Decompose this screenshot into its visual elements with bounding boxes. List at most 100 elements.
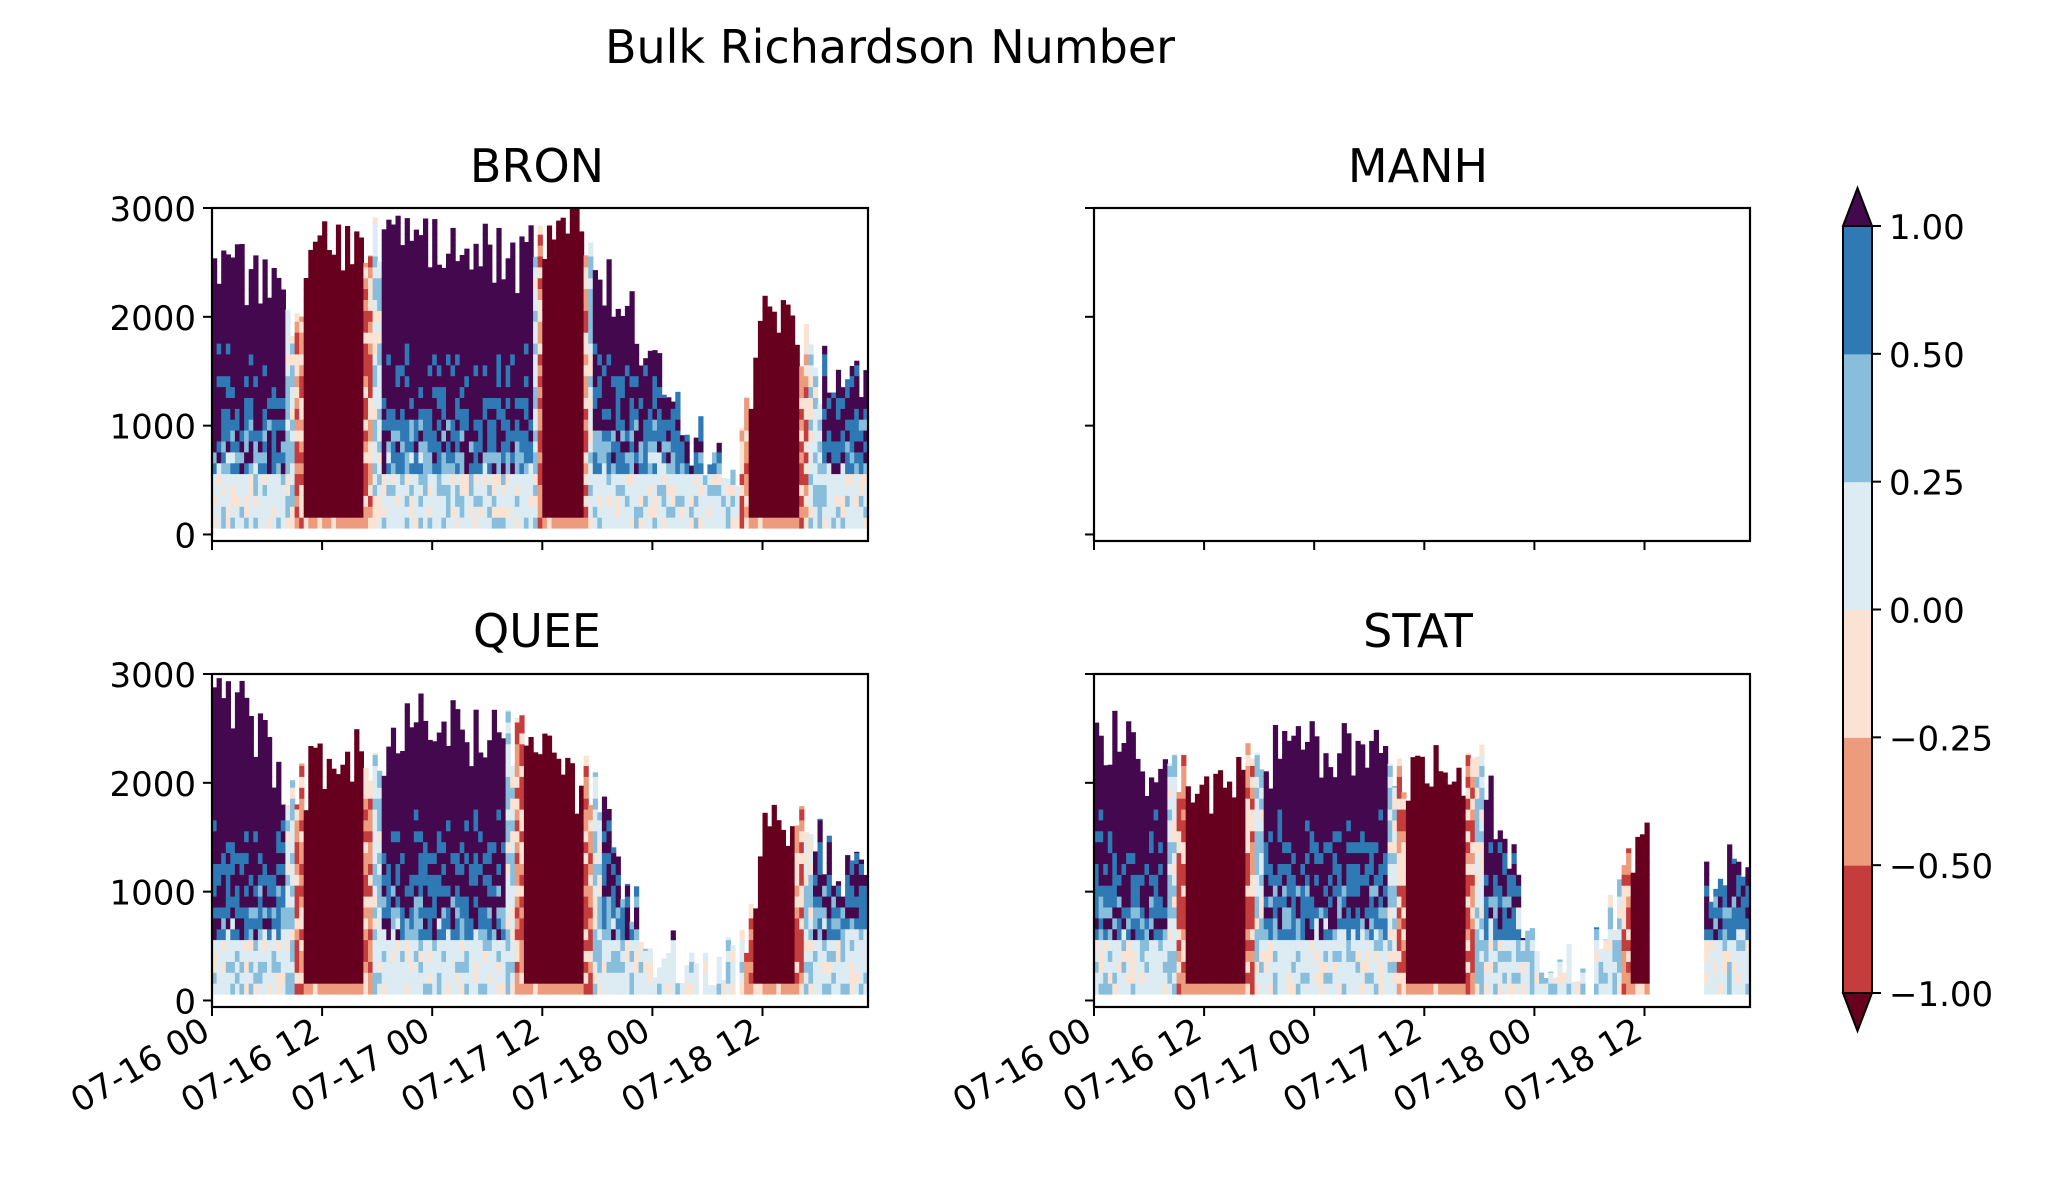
heatmap-cell — [381, 245, 387, 257]
heatmap-cell — [317, 321, 323, 333]
heatmap-cell — [693, 440, 699, 453]
heatmap-cell — [267, 896, 273, 908]
heatmap-cell — [216, 440, 222, 453]
heatmap-cell — [413, 765, 419, 777]
heatmap-cell — [358, 798, 364, 810]
heatmap-cell — [780, 300, 786, 311]
heatmap-cell — [501, 440, 507, 453]
heatmap-cell — [262, 364, 268, 377]
heatmap-cell — [620, 408, 626, 420]
heatmap-cell — [381, 321, 387, 333]
heatmap-cell — [395, 961, 401, 973]
heatmap-cell — [441, 288, 447, 300]
heatmap-cell — [244, 896, 250, 908]
heatmap-cell — [739, 427, 745, 431]
heatmap-cell — [725, 517, 731, 529]
heatmap-cell — [390, 885, 397, 897]
heatmap-cell — [244, 430, 250, 442]
heatmap-cell — [221, 451, 227, 464]
heatmap-cell — [556, 495, 562, 507]
heatmap-cell — [716, 473, 722, 485]
heatmap-cell — [565, 830, 571, 843]
heatmap-cell — [455, 473, 461, 485]
heatmap-cell — [519, 732, 525, 745]
heatmap-cell — [427, 808, 433, 821]
heatmap-cell — [271, 917, 277, 930]
heatmap-cell — [345, 364, 351, 377]
heatmap-cell — [372, 841, 378, 854]
heatmap-cell — [441, 267, 447, 279]
heatmap-cell — [326, 419, 332, 431]
heatmap-cell — [757, 484, 764, 496]
heatmap-cell — [478, 332, 484, 344]
heatmap-cell — [501, 874, 507, 886]
heatmap-cell — [684, 434, 690, 442]
heatmap-cell — [312, 906, 319, 919]
heatmap-cell — [514, 841, 520, 854]
heatmap-cell — [487, 885, 493, 897]
heatmap-cell — [267, 787, 273, 799]
heatmap-cell — [551, 364, 557, 377]
heatmap-cell — [372, 787, 378, 799]
heatmap-cell — [523, 972, 530, 984]
heatmap-cell — [546, 950, 553, 962]
heatmap-cell — [592, 375, 598, 388]
heatmap-cell — [803, 484, 809, 496]
heatmap-cell — [381, 353, 387, 366]
heatmap-cell — [404, 928, 410, 941]
heatmap-cell — [395, 917, 401, 930]
heatmap-cell — [345, 310, 351, 322]
heatmap-cell — [432, 277, 438, 290]
heatmap-cell — [212, 266, 218, 279]
heatmap-cell — [767, 332, 773, 344]
heatmap-cell — [579, 863, 585, 875]
heatmap-cell — [546, 462, 553, 475]
heatmap-cell — [239, 353, 245, 366]
heatmap-cell — [221, 917, 227, 930]
heatmap-cell — [248, 754, 254, 766]
heatmap-cell — [340, 277, 346, 290]
heatmap-cell — [496, 896, 502, 908]
heatmap-cell — [299, 763, 305, 766]
heatmap-cell — [253, 852, 259, 864]
heatmap-cell — [643, 473, 649, 485]
heatmap-cell — [684, 451, 690, 464]
heatmap-cell — [390, 310, 397, 322]
heatmap-cell — [418, 266, 424, 279]
heatmap-cell — [450, 983, 456, 995]
heatmap-cell — [565, 517, 571, 529]
heatmap-cell — [271, 430, 277, 442]
heatmap-cell — [533, 332, 539, 344]
heatmap-cell — [569, 332, 575, 344]
heatmap-cell — [615, 517, 621, 529]
heatmap-cell — [551, 419, 557, 431]
heatmap-cell — [363, 408, 369, 420]
heatmap-cell — [487, 462, 493, 475]
heatmap-cell — [276, 830, 282, 843]
heatmap-cell — [386, 798, 392, 810]
heatmap-cell — [519, 364, 525, 377]
heatmap-cell — [386, 928, 392, 941]
heatmap-cell — [537, 419, 543, 431]
heatmap-cell — [569, 299, 575, 311]
heatmap-cell — [368, 896, 374, 908]
heatmap-cell — [551, 752, 557, 756]
heatmap-cell — [592, 310, 598, 322]
heatmap-cell — [542, 408, 548, 420]
heatmap-cell — [528, 364, 534, 377]
heatmap-cell — [707, 484, 713, 496]
heatmap-cell — [427, 375, 433, 388]
heatmap-cell — [496, 928, 502, 941]
heatmap-cell — [230, 787, 236, 799]
heatmap-cell — [418, 255, 424, 268]
heatmap-cell — [611, 342, 617, 355]
heatmap-cell — [234, 819, 241, 832]
heatmap-cell — [349, 277, 355, 290]
heatmap-cell — [308, 746, 314, 756]
heatmap-cell — [354, 743, 360, 756]
heatmap-cell — [363, 364, 369, 377]
heatmap-cell — [803, 430, 809, 442]
heatmap-cell — [620, 342, 626, 355]
heatmap-cell — [551, 288, 557, 300]
heatmap-cell — [280, 983, 286, 995]
